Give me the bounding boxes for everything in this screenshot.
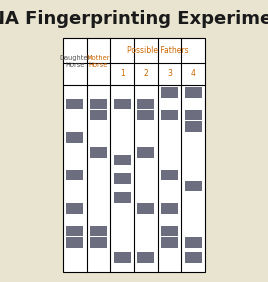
Bar xyxy=(90,98,107,109)
Bar xyxy=(66,237,83,248)
Bar xyxy=(114,252,131,263)
Bar xyxy=(161,87,178,98)
Bar xyxy=(137,203,154,214)
Bar xyxy=(137,98,154,109)
Bar xyxy=(161,237,178,248)
Bar xyxy=(161,226,178,236)
Bar xyxy=(63,38,205,272)
Bar xyxy=(114,173,131,184)
Bar xyxy=(66,203,83,214)
Bar xyxy=(161,203,178,214)
Bar xyxy=(90,147,107,158)
Bar xyxy=(137,252,154,263)
Bar xyxy=(114,98,131,109)
Bar xyxy=(185,181,202,191)
Bar xyxy=(185,121,202,132)
Text: 1: 1 xyxy=(120,69,125,78)
Bar xyxy=(137,110,154,120)
Text: 2: 2 xyxy=(143,69,148,78)
Text: DNA Fingerprinting Experiment: DNA Fingerprinting Experiment xyxy=(0,10,268,28)
Bar xyxy=(137,147,154,158)
Bar xyxy=(66,98,83,109)
Bar xyxy=(185,252,202,263)
Text: 4: 4 xyxy=(191,69,196,78)
Text: Possible Fathers: Possible Fathers xyxy=(127,46,188,55)
Bar xyxy=(161,170,178,180)
Bar xyxy=(114,192,131,203)
Text: Mother
Horse: Mother Horse xyxy=(87,55,110,68)
Bar xyxy=(114,155,131,165)
Bar xyxy=(185,87,202,98)
Bar xyxy=(66,170,83,180)
Bar xyxy=(90,110,107,120)
Bar xyxy=(185,110,202,120)
Text: Daughter
Horse: Daughter Horse xyxy=(59,55,91,68)
Bar xyxy=(66,226,83,236)
Bar xyxy=(185,237,202,248)
Bar xyxy=(90,226,107,236)
Text: 3: 3 xyxy=(167,69,172,78)
Bar xyxy=(161,110,178,120)
Bar xyxy=(66,132,83,143)
Bar xyxy=(90,237,107,248)
